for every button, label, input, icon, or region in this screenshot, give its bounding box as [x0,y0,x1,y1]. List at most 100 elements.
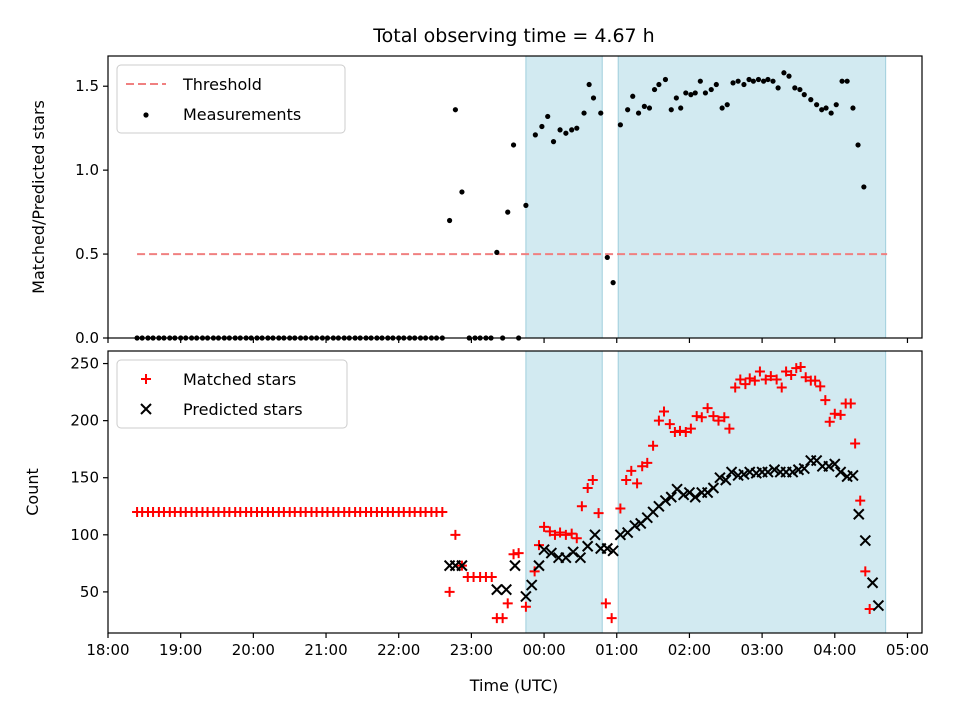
data-point [708,411,719,422]
data-point [823,460,835,473]
x-tick-label: 04:00 [813,641,856,659]
data-point [691,411,702,422]
legend-label: Measurements [183,105,301,124]
data-point [765,76,771,83]
data-point [538,543,550,556]
data-point [735,374,746,385]
data-point [545,547,558,559]
y-tick-label: 1.0 [75,161,99,179]
data-point [719,412,730,423]
data-point [523,202,529,208]
x-tick-label: 00:00 [522,641,565,659]
data-point [508,549,519,560]
data-point [668,107,674,113]
data-point [855,495,866,506]
data-point [664,419,675,430]
y-tick-label: 50 [80,583,99,601]
data-point [677,489,690,501]
data-point [520,590,532,603]
data-point [755,76,762,83]
data-point [673,95,679,101]
legend: Threshold Measurements [116,64,346,134]
data-point [452,107,459,113]
data-point [544,526,555,537]
data-point [730,80,736,86]
series-predicted-stars [443,454,885,612]
data-point [486,572,497,583]
data-point [702,90,709,96]
data-point [574,551,587,564]
x-tick-label: 05:00 [886,641,929,659]
data-point [797,86,803,93]
data-point [850,105,856,111]
data-point [606,613,617,624]
legend-box [116,359,348,429]
data-point [656,81,662,88]
data-point [696,412,707,423]
data-point [792,85,798,91]
data-point [533,559,545,572]
data-point [801,92,807,98]
data-point [776,382,787,393]
data-point [685,423,696,434]
data-point [626,465,637,476]
data-point [720,474,732,486]
x-tick-label: 18:00 [86,641,129,659]
shaded-interval-2 [617,350,887,634]
data-point [760,374,771,385]
data-point [707,482,720,494]
data-point [669,427,680,438]
y-axis-label: Count [23,468,42,516]
data-point [491,583,503,596]
data-point [689,491,701,503]
data-point [587,475,598,486]
data-point [735,78,741,84]
data-point [569,127,575,133]
axes-frame [107,350,923,634]
data-point [615,503,626,514]
x-axis-label: Time (UTC) [469,676,558,695]
y-axis-label: Matched/Predicted stars [29,100,48,294]
data-point [815,381,826,392]
data-point [494,249,500,255]
data-point [724,102,730,108]
data-point [610,280,616,286]
data-point [746,76,752,83]
shaded-interval-1 [525,55,603,339]
data-point [617,122,623,128]
data-point [828,110,834,116]
data-point [680,427,691,438]
y-tick-label: 100 [70,526,99,544]
data-point [529,566,540,577]
data-point [567,546,579,558]
data-point [760,78,767,84]
data-point [719,105,725,111]
data-point [829,458,841,470]
data-point [520,601,531,612]
x-tick-label: 23:00 [450,641,493,659]
data-point [509,559,521,572]
data-point [589,529,601,541]
data-point [754,366,765,377]
data-point [500,583,512,596]
data-point [571,533,582,544]
data-point [658,406,669,417]
legend-label: Threshold [182,75,262,94]
data-point [641,103,647,109]
data-point [662,76,669,83]
data-point [635,110,642,116]
y-tick-label: 0.5 [75,245,99,263]
data-point [683,90,689,96]
data-point [513,548,524,559]
data-point [593,508,604,519]
legend-marker [141,374,151,384]
bottom-panel-count: 18:00 19:00 20:00 21:00 22:00 23:00 00:00 01:00… [23,350,929,659]
data-point [744,373,755,384]
data-point [574,125,580,131]
data-point [539,123,545,130]
data-point [724,423,735,434]
data-point [505,209,511,215]
x-tick-label: 22:00 [377,641,420,659]
data-point [768,464,781,476]
data-point [702,403,713,414]
